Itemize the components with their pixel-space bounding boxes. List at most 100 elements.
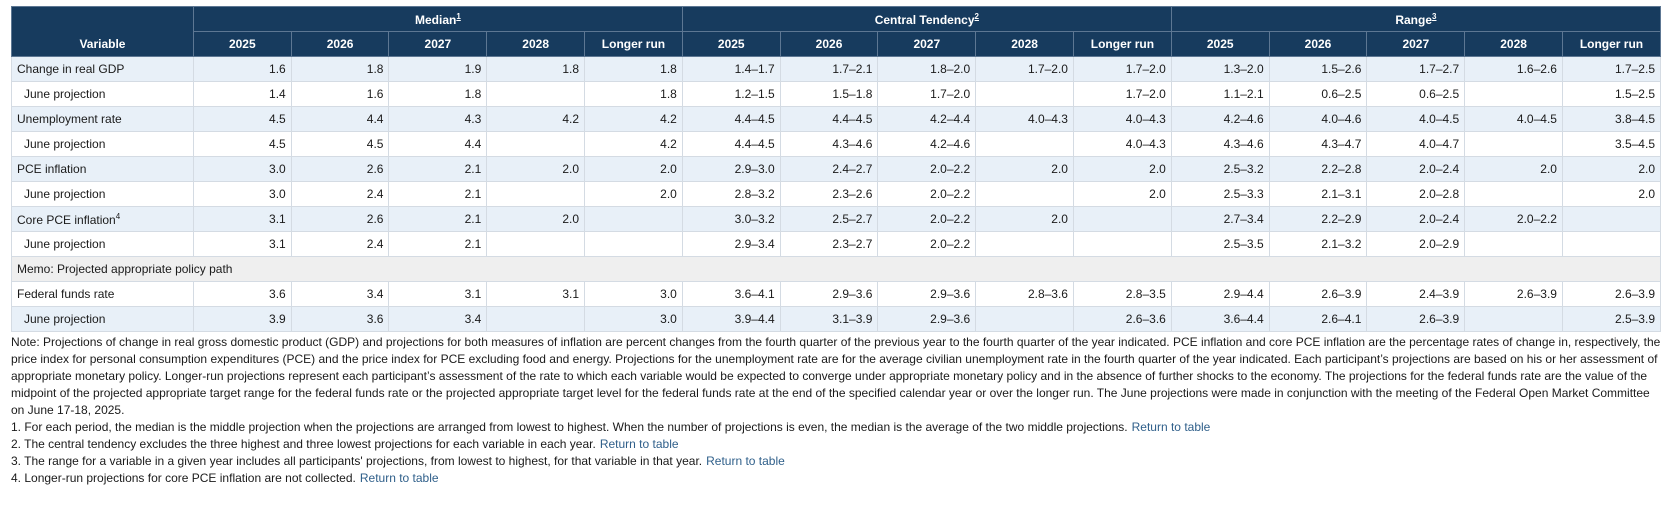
table-cell: 0.6–2.5 — [1366, 81, 1466, 107]
table-cell: 1.5–2.5 — [1561, 81, 1662, 107]
row-label: Change in real GDP — [11, 56, 194, 82]
year-header-row: 2025 2026 2027 2028 Longer run 2025 2026… — [12, 31, 1662, 57]
table-cell: 4.2 — [584, 106, 683, 132]
projections-table: Variable Median1 Central Tendency2 Range… — [11, 6, 1662, 332]
table-cell: 2.6–3.9 — [1366, 306, 1466, 332]
table-body: Change in real GDP 1.6 1.8 1.9 1.8 1.8 1.4–1.7… — [11, 56, 1662, 332]
table-cell: 2.0–2.9 — [1366, 231, 1466, 257]
table-cell — [975, 181, 1074, 207]
table-cell: 2.1 — [388, 156, 488, 182]
table-cell: 2.0 — [975, 156, 1074, 182]
table-cell: 2.0 — [486, 156, 586, 182]
table-cell: 2.6–3.6 — [1072, 306, 1172, 332]
footnote-3: 3. The range for a variable in a given y… — [11, 454, 785, 468]
table-cell: 4.4–4.5 — [681, 131, 781, 157]
table-cell: 4.0–4.5 — [1366, 106, 1466, 132]
table-cell: 2.5–3.9 — [1561, 306, 1662, 332]
notes-section: Note: Projections of change in real gros… — [11, 334, 1661, 487]
table-cell: 2.9–3.6 — [877, 306, 977, 332]
variable-row: Core PCE inflation4 3.1 2.6 2.1 2.0 3.0–3.2 2.… — [11, 206, 1662, 232]
median-footnote-link[interactable]: 1 — [456, 11, 461, 21]
table-cell: 1.7–2.0 — [1072, 81, 1172, 107]
table-cell: 1.5–2.6 — [1268, 56, 1368, 82]
table-cell: 1.6–2.6 — [1464, 56, 1563, 82]
table-cell: 2.0–2.8 — [1366, 181, 1466, 207]
table-cell — [1072, 231, 1172, 257]
table-cell — [1464, 306, 1563, 332]
year-header: 2025 — [1170, 31, 1270, 57]
range-footnote-link[interactable]: 3 — [1432, 11, 1437, 21]
table-cell: 1.8 — [290, 56, 390, 82]
table-cell: 2.0 — [1072, 181, 1172, 207]
table-cell: 2.5–3.2 — [1170, 156, 1270, 182]
table-cell: 3.6–4.4 — [1170, 306, 1270, 332]
table-cell: 2.6 — [290, 156, 390, 182]
june-projection-row: June projection 1.4 1.6 1.8 1.8 1.2–1.5 1.5–1.… — [11, 81, 1662, 107]
return-to-table-link[interactable]: Return to table — [1131, 420, 1211, 434]
row-label: June projection — [11, 131, 194, 157]
table-cell — [584, 231, 683, 257]
year-header: 2025 — [681, 31, 781, 57]
year-header: 2028 — [1464, 31, 1563, 57]
table-cell — [486, 131, 586, 157]
table-cell: 4.5 — [192, 106, 292, 132]
table-cell — [1464, 81, 1563, 107]
footnote-ref[interactable]: 4 — [115, 211, 121, 221]
table-cell: 2.0–2.4 — [1366, 156, 1466, 182]
table-cell — [1464, 231, 1563, 257]
table-cell: 2.1 — [388, 206, 488, 232]
table-cell: 2.6–3.9 — [1464, 281, 1563, 307]
table-cell: 2.0 — [584, 156, 683, 182]
table-cell: 3.1 — [486, 281, 586, 307]
table-cell: 1.6 — [290, 81, 390, 107]
table-cell: 1.5–1.8 — [779, 81, 879, 107]
table-cell: 3.9 — [192, 306, 292, 332]
table-cell: 1.9 — [388, 56, 488, 82]
year-header: 2028 — [975, 31, 1074, 57]
table-cell: 3.0 — [584, 306, 683, 332]
table-cell: 2.0–2.2 — [1464, 206, 1563, 232]
table-cell: 2.0 — [1561, 156, 1662, 182]
table-cell: 2.3–2.6 — [779, 181, 879, 207]
central-tendency-header: Central Tendency2 — [681, 6, 1172, 32]
table-cell: 2.2–2.8 — [1268, 156, 1368, 182]
table-cell: 2.0 — [584, 181, 683, 207]
table-cell: 3.6 — [290, 306, 390, 332]
table-cell: 1.6 — [192, 56, 292, 82]
table-cell: 2.4–3.9 — [1366, 281, 1466, 307]
return-to-table-link[interactable]: Return to table — [599, 437, 679, 451]
central-tendency-footnote-link[interactable]: 2 — [974, 11, 979, 21]
table-cell: 4.3–4.7 — [1268, 131, 1368, 157]
table-cell: 3.5–4.5 — [1561, 131, 1662, 157]
table-cell: 2.7–3.4 — [1170, 206, 1270, 232]
table-cell: 4.2–4.6 — [877, 131, 977, 157]
table-cell — [486, 81, 586, 107]
table-cell: 2.1 — [388, 231, 488, 257]
year-header: Longer run — [1072, 31, 1172, 57]
variable-row: Change in real GDP 1.6 1.8 1.9 1.8 1.8 1.4–1.7… — [11, 56, 1662, 82]
table-cell: 1.8–2.0 — [877, 56, 977, 82]
table-cell: 1.7–2.7 — [1366, 56, 1466, 82]
year-header: 2027 — [1366, 31, 1466, 57]
table-cell: 0.6–2.5 — [1268, 81, 1368, 107]
table-cell: 2.0–2.2 — [877, 206, 977, 232]
table-cell — [975, 131, 1074, 157]
return-to-table-link[interactable]: Return to table — [359, 471, 439, 485]
table-cell: 2.2–2.9 — [1268, 206, 1368, 232]
table-cell: 2.6–3.9 — [1561, 281, 1662, 307]
table-cell: 4.2–4.4 — [877, 106, 977, 132]
table-cell: 2.4 — [290, 231, 390, 257]
table-cell: 1.8 — [388, 81, 488, 107]
table-cell: 4.2 — [584, 131, 683, 157]
table-cell: 4.0–4.3 — [975, 106, 1074, 132]
year-header: 2025 — [192, 31, 292, 57]
table-cell: 3.1 — [192, 206, 292, 232]
table-cell: 4.5 — [192, 131, 292, 157]
table-cell: 4.4 — [290, 106, 390, 132]
return-to-table-link[interactable]: Return to table — [706, 454, 785, 468]
table-cell: 2.9–3.6 — [877, 281, 977, 307]
table-cell: 2.9–3.4 — [681, 231, 781, 257]
table-cell: 4.2–4.6 — [1170, 106, 1270, 132]
june-projection-row: June projection 4.5 4.5 4.4 4.2 4.4–4.5 4.3–4.… — [11, 131, 1662, 157]
table-cell: 1.8 — [584, 56, 683, 82]
